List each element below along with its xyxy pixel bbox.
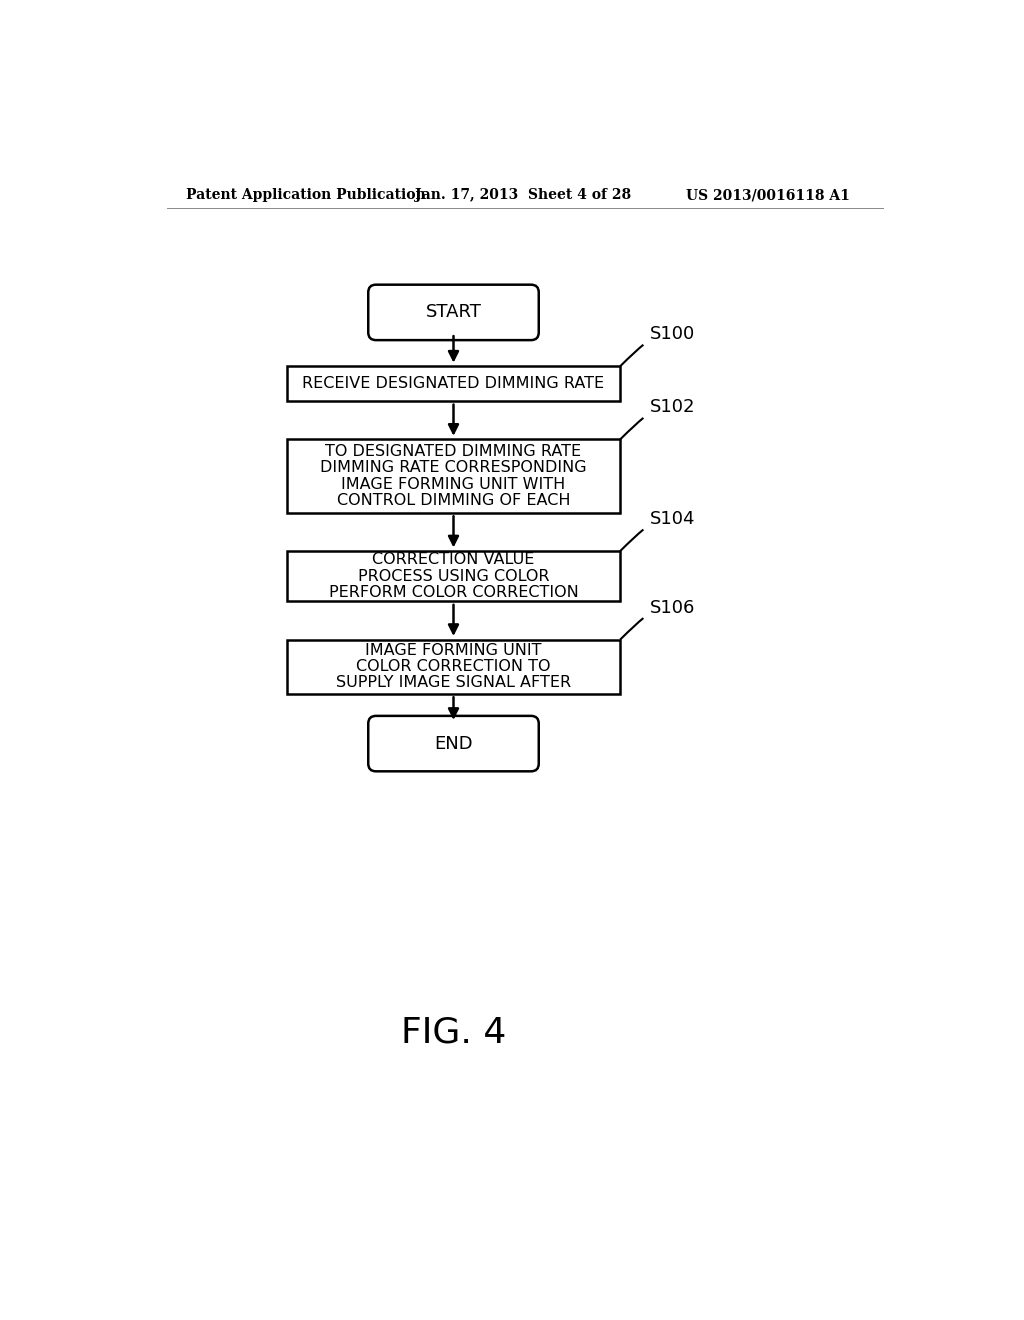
Text: CONTROL DIMMING OF EACH: CONTROL DIMMING OF EACH xyxy=(337,492,570,508)
Text: COLOR CORRECTION TO: COLOR CORRECTION TO xyxy=(356,659,551,675)
FancyBboxPatch shape xyxy=(369,715,539,771)
FancyBboxPatch shape xyxy=(369,285,539,341)
Text: S106: S106 xyxy=(649,598,695,616)
Text: FIG. 4: FIG. 4 xyxy=(400,1015,506,1049)
Text: RECEIVE DESIGNATED DIMMING RATE: RECEIVE DESIGNATED DIMMING RATE xyxy=(302,376,604,391)
Bar xyxy=(287,367,621,401)
Text: SUPPLY IMAGE SIGNAL AFTER: SUPPLY IMAGE SIGNAL AFTER xyxy=(336,676,571,690)
Text: DIMMING RATE CORRESPONDING: DIMMING RATE CORRESPONDING xyxy=(321,461,587,475)
Bar xyxy=(287,440,621,512)
Text: PERFORM COLOR CORRECTION: PERFORM COLOR CORRECTION xyxy=(329,585,579,599)
Text: PROCESS USING COLOR: PROCESS USING COLOR xyxy=(357,569,549,583)
Text: S102: S102 xyxy=(649,399,695,416)
Bar xyxy=(287,552,621,601)
Text: IMAGE FORMING UNIT WITH: IMAGE FORMING UNIT WITH xyxy=(341,477,565,491)
Bar xyxy=(287,640,621,693)
Text: Jan. 17, 2013  Sheet 4 of 28: Jan. 17, 2013 Sheet 4 of 28 xyxy=(415,189,631,202)
Text: US 2013/0016118 A1: US 2013/0016118 A1 xyxy=(686,189,850,202)
Text: END: END xyxy=(434,735,473,752)
Text: S100: S100 xyxy=(649,325,695,343)
Text: Patent Application Publication: Patent Application Publication xyxy=(186,189,426,202)
Text: S104: S104 xyxy=(649,510,695,528)
Text: CORRECTION VALUE: CORRECTION VALUE xyxy=(373,553,535,568)
Text: TO DESIGNATED DIMMING RATE: TO DESIGNATED DIMMING RATE xyxy=(326,445,582,459)
Text: IMAGE FORMING UNIT: IMAGE FORMING UNIT xyxy=(366,643,542,657)
Text: START: START xyxy=(426,304,481,321)
